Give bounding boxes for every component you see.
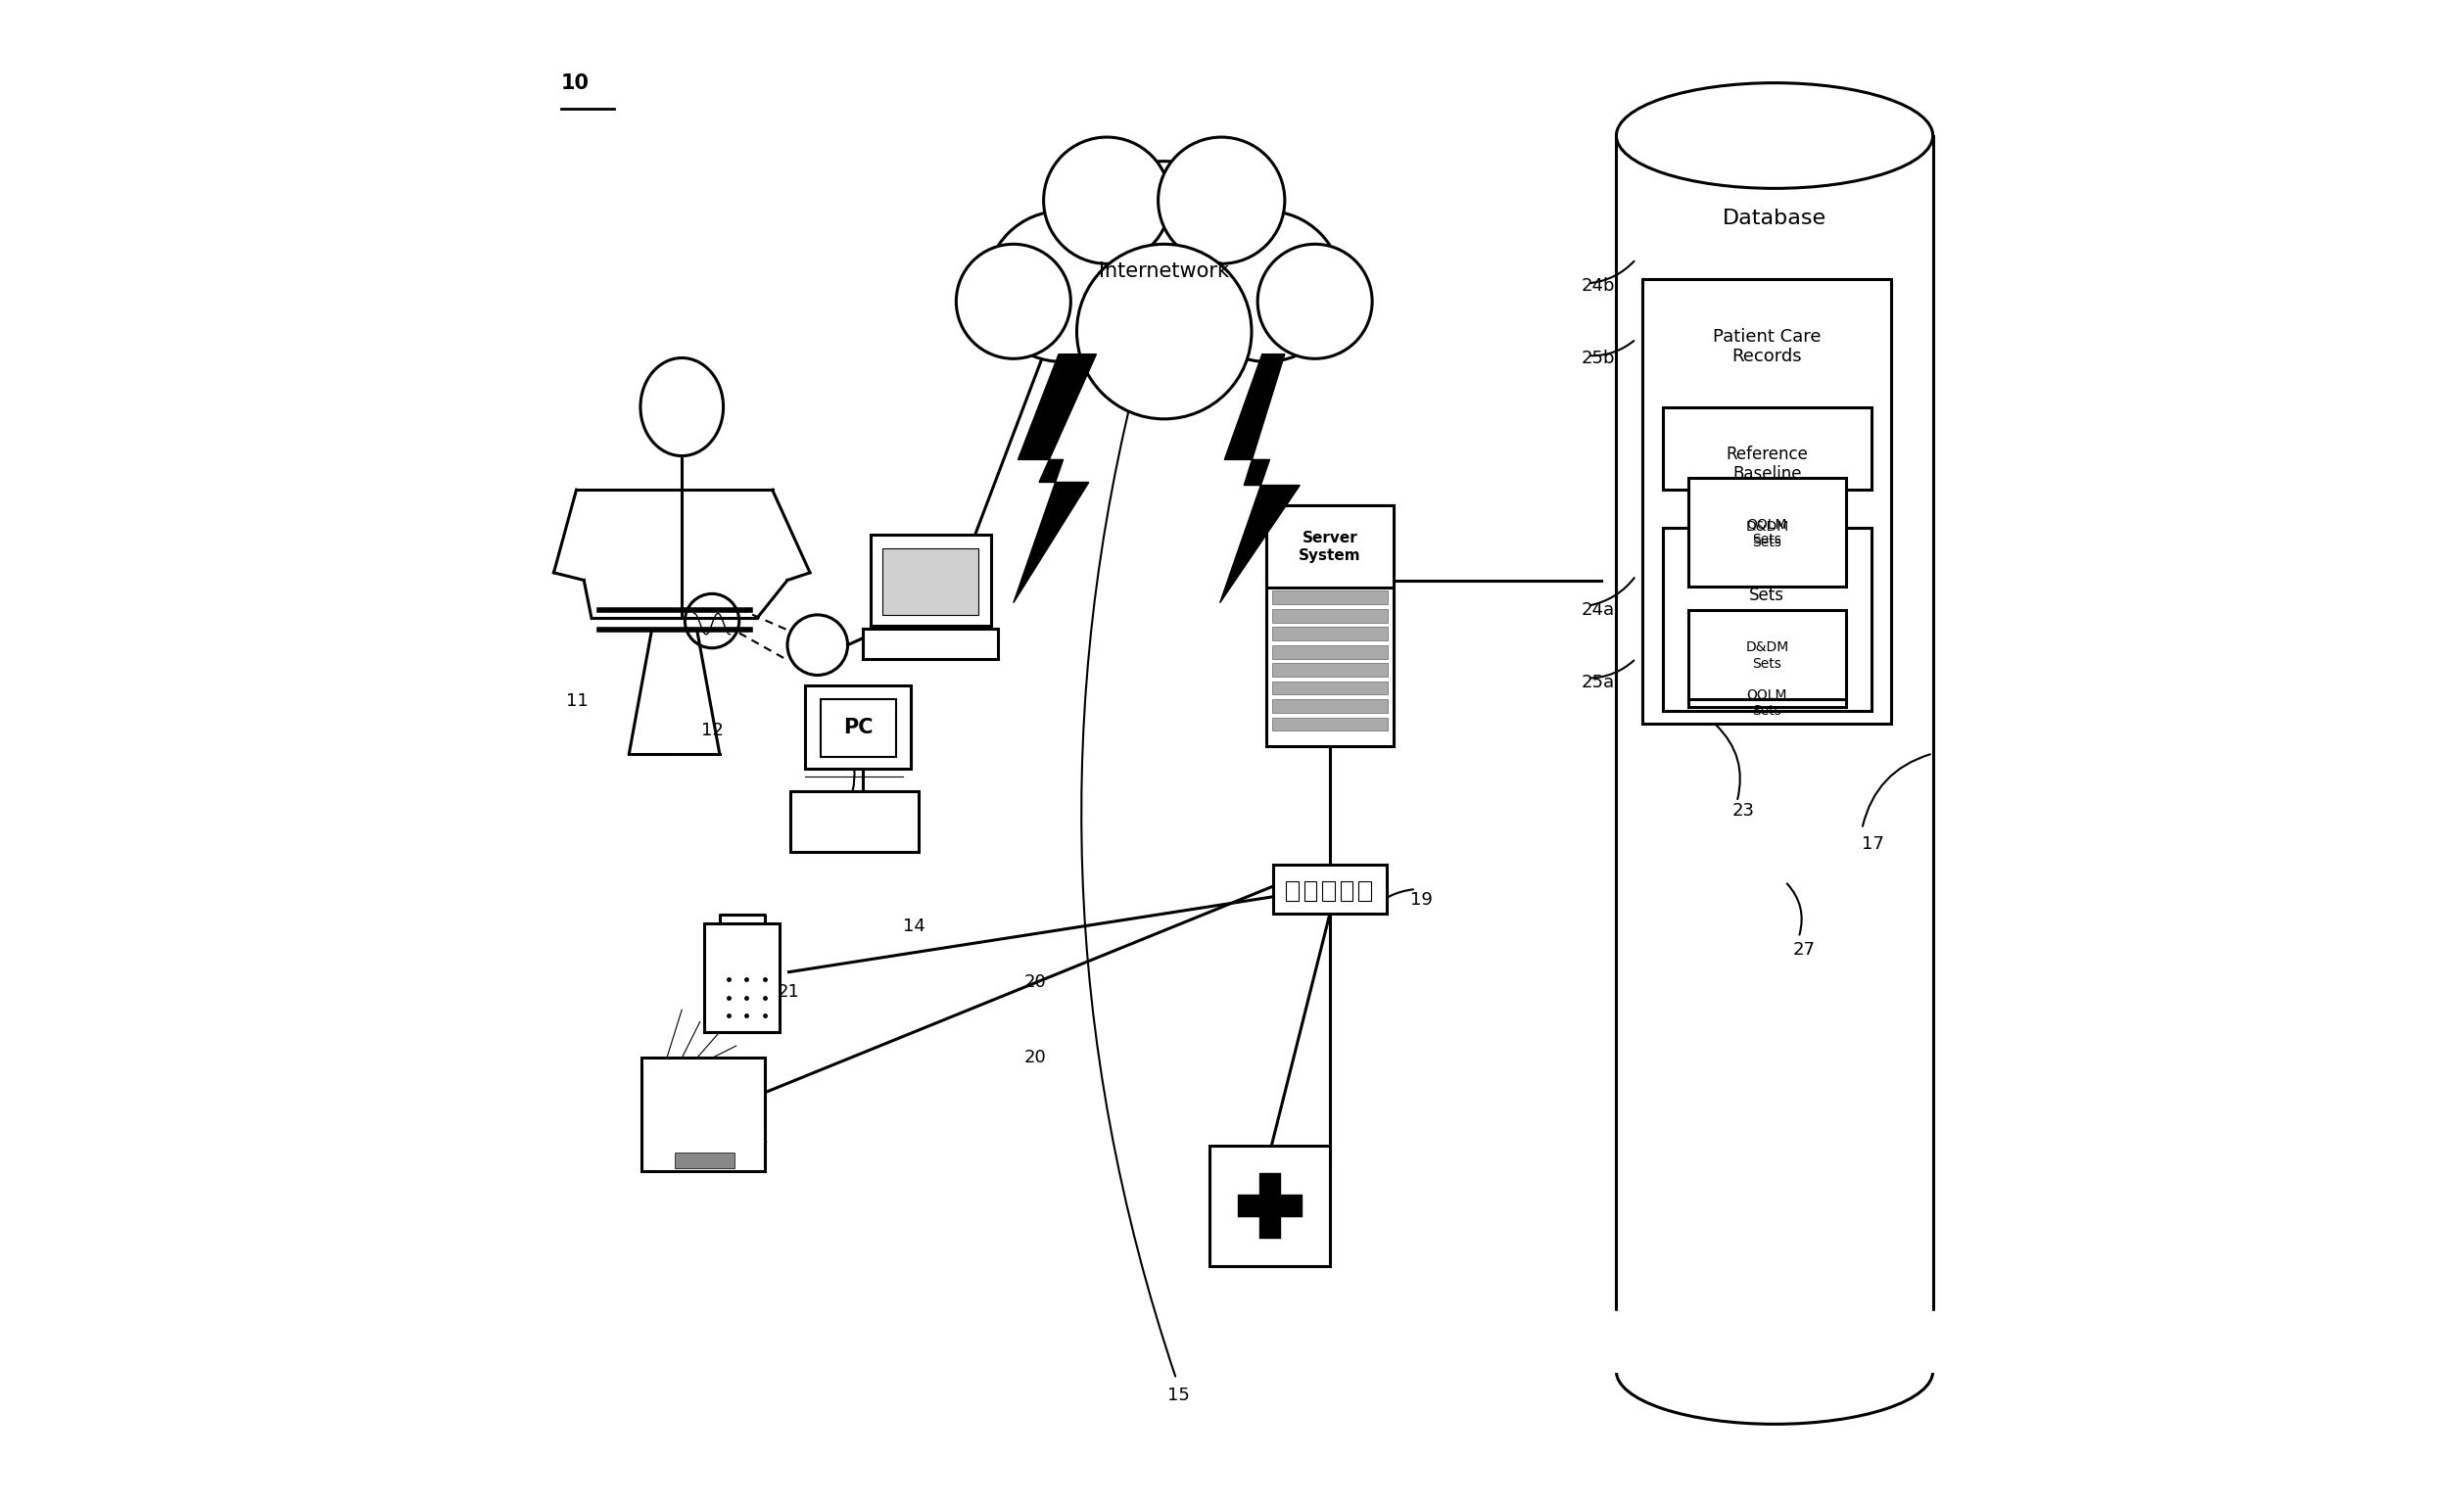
Circle shape xyxy=(1257,244,1372,359)
Circle shape xyxy=(1190,211,1343,362)
Text: Reference
Baseline: Reference Baseline xyxy=(1725,445,1809,484)
Text: 18: 18 xyxy=(853,817,875,835)
Text: 29: 29 xyxy=(1252,1249,1274,1267)
FancyBboxPatch shape xyxy=(806,686,912,769)
Text: 22: 22 xyxy=(747,1129,769,1147)
FancyBboxPatch shape xyxy=(705,924,779,1032)
Text: 15: 15 xyxy=(1168,1386,1190,1405)
Text: 14: 14 xyxy=(904,918,926,936)
FancyBboxPatch shape xyxy=(1663,527,1870,711)
FancyBboxPatch shape xyxy=(1271,699,1387,713)
Text: QOLM
Sets: QOLM Sets xyxy=(1747,689,1786,717)
Circle shape xyxy=(1077,244,1252,419)
Text: 12: 12 xyxy=(702,722,724,740)
Text: Database: Database xyxy=(1722,209,1826,228)
Ellipse shape xyxy=(1616,1319,1932,1424)
Circle shape xyxy=(1045,137,1170,264)
FancyBboxPatch shape xyxy=(1271,591,1387,604)
Text: 17: 17 xyxy=(1863,835,1885,853)
FancyBboxPatch shape xyxy=(641,1058,764,1171)
FancyBboxPatch shape xyxy=(882,549,978,615)
FancyBboxPatch shape xyxy=(862,628,998,659)
FancyBboxPatch shape xyxy=(1271,663,1387,677)
FancyBboxPatch shape xyxy=(1688,610,1846,701)
Text: 10: 10 xyxy=(562,74,589,92)
FancyBboxPatch shape xyxy=(675,1153,734,1168)
Text: Monitoring
Sets: Monitoring Sets xyxy=(1725,565,1811,604)
FancyBboxPatch shape xyxy=(1266,505,1395,588)
Circle shape xyxy=(1158,137,1284,264)
Text: 19: 19 xyxy=(1409,891,1432,909)
FancyBboxPatch shape xyxy=(1663,407,1870,490)
Text: 13: 13 xyxy=(823,823,845,841)
FancyBboxPatch shape xyxy=(821,699,897,757)
Text: 21: 21 xyxy=(776,983,798,1001)
Text: Patient Care
Records: Patient Care Records xyxy=(1712,327,1821,366)
Text: 20: 20 xyxy=(1025,974,1047,992)
Text: Internetwork: Internetwork xyxy=(1099,262,1230,280)
Text: 23: 23 xyxy=(1732,802,1754,820)
FancyBboxPatch shape xyxy=(1266,505,1395,746)
Circle shape xyxy=(1062,161,1266,366)
FancyBboxPatch shape xyxy=(870,535,991,625)
Circle shape xyxy=(956,244,1072,359)
FancyBboxPatch shape xyxy=(1688,478,1846,586)
Polygon shape xyxy=(1013,354,1096,603)
Circle shape xyxy=(986,211,1136,362)
FancyBboxPatch shape xyxy=(1271,609,1387,622)
Text: 25b: 25b xyxy=(1582,350,1616,368)
FancyBboxPatch shape xyxy=(1688,490,1846,580)
Text: Server
System: Server System xyxy=(1299,530,1360,564)
Text: PC: PC xyxy=(843,719,872,737)
FancyBboxPatch shape xyxy=(1271,681,1387,695)
Text: D&DM
Sets: D&DM Sets xyxy=(1745,640,1789,671)
FancyBboxPatch shape xyxy=(791,791,919,851)
Text: 25a: 25a xyxy=(1582,674,1614,692)
Text: 26: 26 xyxy=(1769,666,1791,684)
FancyBboxPatch shape xyxy=(1271,717,1387,731)
Text: QOLM
Sets: QOLM Sets xyxy=(1747,517,1786,547)
FancyBboxPatch shape xyxy=(1688,699,1846,707)
FancyBboxPatch shape xyxy=(1274,865,1387,913)
Text: 24a: 24a xyxy=(1582,601,1614,619)
Polygon shape xyxy=(1220,354,1301,603)
FancyBboxPatch shape xyxy=(1271,627,1387,640)
FancyBboxPatch shape xyxy=(1271,645,1387,659)
Text: 24b: 24b xyxy=(1582,277,1616,295)
Text: 16: 16 xyxy=(1264,717,1286,735)
Text: 11: 11 xyxy=(567,692,589,710)
FancyBboxPatch shape xyxy=(1643,279,1892,723)
Ellipse shape xyxy=(1616,83,1932,188)
Text: 27: 27 xyxy=(1794,940,1816,958)
FancyBboxPatch shape xyxy=(1210,1145,1331,1266)
Text: 20: 20 xyxy=(1025,1049,1047,1067)
Text: D&DM
Sets: D&DM Sets xyxy=(1745,520,1789,550)
